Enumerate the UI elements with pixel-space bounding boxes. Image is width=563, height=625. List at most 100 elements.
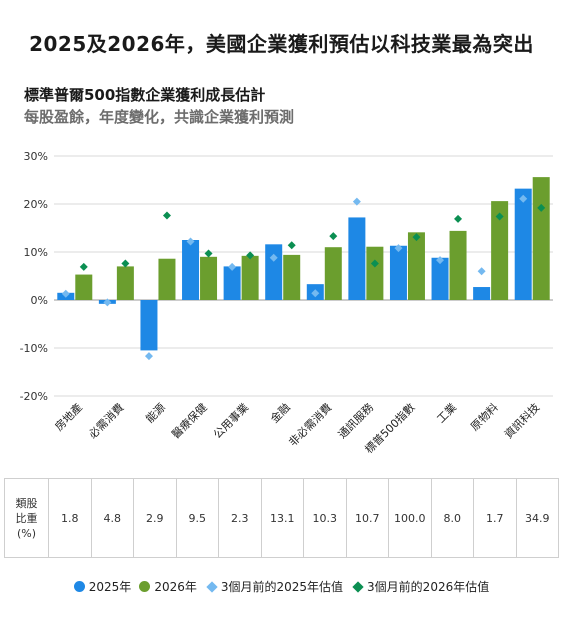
y-tick-label: -10%	[20, 342, 48, 355]
bar-2026	[283, 254, 301, 300]
weight-cell: 1.7	[473, 478, 517, 558]
legend-label-2025: 2025年	[88, 580, 132, 594]
weight-cell: 10.3	[303, 478, 347, 558]
marker-prior-2026	[370, 259, 379, 268]
marker-prior-2025	[103, 298, 112, 307]
marker-prior-2025	[269, 253, 278, 262]
weight-cell: 9.5	[175, 478, 219, 558]
legend: 2025年 2026年 3個月前的2025年估值 3個月前的2026年估值	[0, 578, 563, 595]
x-tick-label: 公用事業	[211, 401, 251, 441]
weights-header: 類股 比重 (%)	[4, 478, 49, 558]
bar-2025	[514, 188, 532, 300]
weight-cell: 8.0	[430, 478, 474, 558]
bar-2026	[407, 232, 425, 300]
x-tick-label: 金融	[267, 400, 292, 425]
marker-prior-2026	[412, 233, 421, 242]
marker-prior-2025	[228, 262, 237, 271]
marker-prior-2025	[61, 289, 70, 298]
x-tick-label: 能源	[143, 400, 168, 425]
marker-prior-2025	[394, 244, 403, 253]
weights-header-line-3: (%)	[16, 526, 37, 540]
chart-subtitle: 每股盈餘，年度變化，共識企業獲利預測	[24, 108, 295, 126]
bar-2025	[265, 244, 283, 300]
bar-2025	[348, 217, 366, 300]
legend-label-2026: 2026年	[154, 580, 197, 594]
weight-cell: 34.9	[515, 478, 559, 558]
weights-header-line-2: 比重	[15, 511, 38, 525]
x-tick-label: 非必需消費	[286, 400, 335, 449]
marker-prior-2025	[352, 197, 361, 206]
y-tick-label: 10%	[24, 246, 48, 259]
marker-prior-2026	[79, 262, 88, 271]
y-tick-label: 20%	[24, 198, 48, 211]
bar-2026	[200, 256, 218, 300]
x-tick-label: 醫療保健	[169, 400, 210, 441]
marker-prior-2025	[436, 256, 445, 265]
bar-2026	[75, 274, 93, 300]
weight-cell: 4.8	[90, 478, 134, 558]
bar-2025	[223, 266, 241, 300]
weight-cell: 1.8	[48, 478, 92, 558]
marker-prior-2026	[329, 232, 338, 241]
weights-header-line-1: 類股	[15, 496, 38, 510]
x-tick-label: 資訊科技	[501, 400, 542, 441]
bar-2026	[116, 266, 134, 300]
legend-swatch-2026	[139, 581, 151, 592]
marker-prior-2026	[204, 249, 213, 258]
legend-swatch-2025	[73, 581, 85, 592]
weight-cell: 13.1	[260, 478, 304, 558]
marker-prior-2025	[519, 194, 528, 203]
grid-lines	[54, 155, 553, 397]
legend-swatch-prior-2026	[352, 580, 364, 593]
earnings-growth-chart: -20% -10% 0% 10% 20% 30% 房地產 必需消費 能源 醫療保健 公用事業 金融非…	[20, 150, 553, 456]
bar-2026	[366, 246, 384, 300]
legend-label-prior-2025: 3個月前的2025年估值	[220, 580, 344, 594]
bar-2026	[241, 255, 259, 300]
bar-2026	[532, 177, 550, 300]
bar-2025	[389, 245, 407, 300]
marker-prior-2026	[121, 259, 130, 268]
weight-cell: 2.3	[218, 478, 262, 558]
x-tick-label: 原物料	[468, 400, 501, 433]
marker-prior-2025	[477, 267, 486, 276]
bars	[57, 177, 550, 351]
weight-cell: 100.0	[388, 478, 432, 558]
marker-prior-2026	[537, 203, 546, 212]
main-title: 2025及2026年，美國企業獲利預估以科技業最為突出	[29, 32, 534, 56]
marker-prior-2026	[454, 214, 463, 223]
y-tick-label: 30%	[24, 150, 48, 163]
bar-2025	[182, 240, 200, 300]
sector-weights-row: 類股 比重 (%) 1.8 4.8 2.9 9.5 2.3 13.1 10.3 …	[4, 478, 559, 558]
legend-label-prior-2026: 3個月前的2026年估值	[367, 580, 490, 594]
marker-prior-2025	[144, 352, 153, 361]
bar-2026	[491, 201, 509, 300]
marker-prior-2026	[162, 211, 171, 220]
x-tick-label: 房地產	[52, 400, 85, 433]
chart-title: 標準普爾500指數企業獲利成長估計	[24, 86, 266, 104]
sector-weights-table: 類股 比重 (%) 1.8 4.8 2.9 9.5 2.3 13.1 10.3 …	[4, 478, 559, 558]
weight-cell: 10.7	[345, 478, 389, 558]
bar-2026	[158, 258, 176, 300]
bar-2025	[140, 300, 158, 351]
legend-item-prior-2026: 3個月前的2026年估值	[351, 578, 489, 595]
legend-item-2026: 2026年	[139, 578, 197, 595]
markers	[61, 194, 546, 361]
bar-2025	[431, 257, 449, 300]
weight-cell: 2.9	[133, 478, 177, 558]
marker-prior-2026	[287, 241, 296, 250]
bar-2026	[324, 247, 342, 300]
marker-prior-2026	[495, 212, 504, 221]
legend-item-prior-2025: 3個月前的2025年估值	[205, 578, 343, 595]
marker-prior-2025	[311, 289, 320, 298]
marker-prior-2025	[186, 237, 195, 246]
y-tick-label: -20%	[20, 390, 48, 403]
x-tick-label: 通訊服務	[335, 400, 376, 441]
y-tick-label: 0%	[31, 294, 48, 307]
bar-2026	[449, 230, 467, 300]
legend-item-2025: 2025年	[73, 578, 132, 595]
bar-2025	[473, 287, 491, 300]
marker-prior-2026	[246, 251, 255, 260]
legend-swatch-prior-2025	[206, 580, 218, 593]
x-tick-label: 工業	[434, 401, 459, 426]
